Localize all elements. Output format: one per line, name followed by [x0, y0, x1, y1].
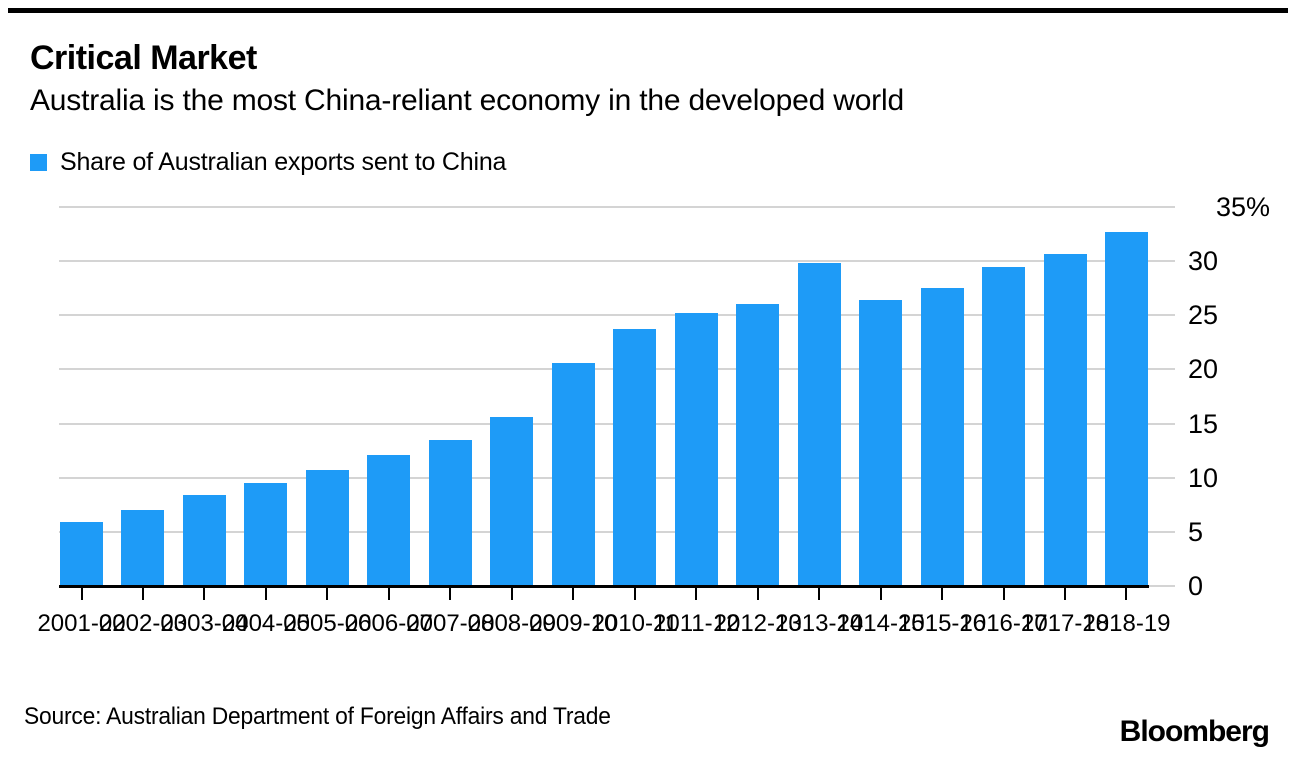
bar [920, 288, 964, 586]
top-rule [8, 8, 1288, 13]
bar [1043, 253, 1087, 586]
x-tick [1002, 588, 1005, 600]
bloomberg-logo: Bloomberg [1119, 715, 1270, 748]
x-tick [572, 588, 575, 600]
bar [60, 522, 103, 586]
bar [797, 263, 841, 586]
x-tick [1125, 588, 1128, 600]
x-axis-label: 2013-14 [775, 610, 864, 637]
y-axis-label: 30 [1188, 246, 1219, 277]
x-tick [695, 588, 698, 600]
bar [305, 470, 349, 586]
y-axis-label: 35% [1215, 192, 1270, 222]
bar [674, 313, 718, 586]
bar [982, 266, 1026, 586]
x-tick [879, 588, 882, 600]
x-axis-label: 2010-11 [591, 610, 678, 637]
bar [182, 495, 226, 586]
x-axis-label: 2008-09 [467, 610, 556, 637]
bar [367, 454, 411, 586]
chart-title: Critical Market [30, 39, 257, 77]
bar [736, 304, 780, 586]
x-axis-baseline [59, 585, 1149, 588]
x-axis-label: 2014-15 [836, 610, 925, 637]
bar [551, 362, 595, 586]
legend-swatch-icon [30, 154, 47, 171]
gridline [59, 260, 1175, 263]
x-tick [387, 588, 390, 600]
x-axis-label: 2015-16 [898, 610, 987, 637]
x-axis-label: 2004-05 [221, 610, 310, 637]
x-axis-label: 2018-19 [1082, 610, 1171, 637]
x-tick [141, 588, 144, 600]
x-axis-label: 2012-13 [713, 610, 802, 637]
y-axis-label: 5 [1188, 516, 1204, 547]
chart-subtitle: Australia is the most China-reliant econ… [30, 84, 904, 117]
x-axis-label: 2009-10 [529, 610, 618, 637]
y-axis-label: 25 [1188, 300, 1219, 331]
y-axis-label: 20 [1188, 354, 1219, 385]
x-tick [1064, 588, 1067, 600]
bar [121, 510, 165, 586]
x-axis-label: 2001-02 [37, 610, 126, 637]
x-tick [818, 588, 821, 600]
x-tick [264, 588, 267, 600]
x-axis-label: 2005-06 [283, 610, 372, 637]
x-tick [80, 588, 83, 600]
x-tick [941, 588, 944, 600]
legend: Share of Australian exports sent to Chin… [30, 150, 506, 175]
bar [1104, 231, 1148, 586]
x-axis-label: 2003-04 [160, 610, 249, 637]
x-axis-label: 2007-08 [406, 610, 495, 637]
x-tick [203, 588, 206, 600]
bar [244, 483, 288, 586]
x-axis-label: 2002-03 [98, 610, 188, 637]
x-tick [326, 588, 329, 600]
source-note: Source: Australian Department of Foreign… [24, 703, 611, 730]
x-axis-label: 2017-18 [1020, 610, 1110, 637]
x-axis-label: 2006-07 [344, 610, 433, 637]
x-axis-label: 2011-12 [653, 610, 740, 637]
bar [859, 300, 903, 586]
legend-label: Share of Australian exports sent to Chin… [60, 148, 507, 176]
y-axis-label: 0 [1188, 571, 1204, 601]
x-tick [449, 588, 452, 600]
y-axis-label: 15 [1188, 408, 1219, 439]
y-axis-label: 10 [1188, 462, 1219, 493]
x-tick [510, 588, 513, 600]
x-axis-label: 2016-17 [959, 610, 1048, 637]
x-tick [756, 588, 759, 600]
bar [613, 329, 657, 586]
bar [490, 417, 534, 586]
gridline [59, 314, 1175, 317]
bar [428, 439, 472, 586]
gridline [59, 206, 1175, 208]
x-tick [633, 588, 636, 600]
